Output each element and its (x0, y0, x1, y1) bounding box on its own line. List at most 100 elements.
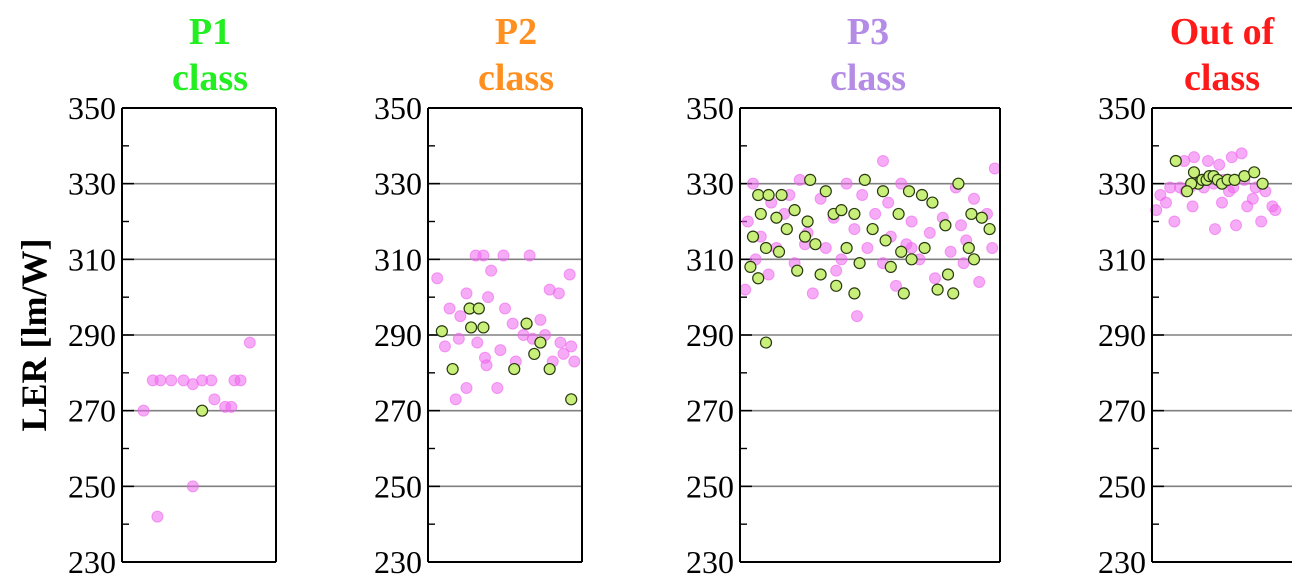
y-tick-label: 250 (68, 468, 116, 504)
data-point-green (895, 245, 908, 258)
data-point-green (775, 188, 788, 202)
data-point-pink (747, 177, 759, 190)
data-point-pink (452, 332, 465, 345)
data-point-green (744, 260, 757, 273)
data-point-green (962, 241, 975, 255)
data-point-green (983, 222, 996, 236)
data-point-pink (835, 253, 848, 266)
data-point-pink (568, 355, 581, 368)
data-point-green (830, 279, 843, 292)
panel-title-line-2: class (172, 57, 248, 99)
data-point-green (848, 207, 861, 221)
data-point-pink (895, 177, 908, 190)
data-point-green (1169, 154, 1182, 168)
data-point-pink (1255, 215, 1268, 228)
data-point-green (926, 196, 939, 209)
data-point-pink (830, 264, 843, 277)
data-point-green (975, 211, 988, 224)
data-point-green (1256, 177, 1269, 190)
data-point-pink (499, 302, 511, 315)
data-point-pink (208, 393, 221, 406)
y-tick-label: 270 (686, 393, 734, 429)
data-point-green (508, 362, 521, 376)
data-point-green (752, 272, 765, 285)
data-point-pink (186, 480, 199, 493)
data-point-pink (523, 249, 536, 262)
data-point-pink (480, 359, 493, 372)
data-point-pink (957, 257, 970, 270)
y-tick-label: 350 (1098, 90, 1146, 126)
data-point-green (752, 188, 765, 202)
y-tick-label: 350 (68, 90, 116, 126)
data-point-pink (534, 313, 547, 326)
data-point-pink (494, 344, 507, 357)
data-point-pink (955, 219, 967, 232)
data-point-pink (431, 272, 444, 285)
data-point-green (528, 347, 541, 361)
data-point-pink (485, 264, 498, 277)
data-point-pink (739, 283, 752, 296)
data-point-pink (460, 287, 473, 300)
y-tick-label: 350 (686, 90, 734, 126)
data-point-green (759, 241, 773, 255)
y-tick-label: 350 (374, 90, 422, 126)
panel-title-line-1: P2 (495, 11, 537, 53)
data-point-pink (438, 340, 451, 353)
data-point-pink (1213, 158, 1226, 171)
data-point-pink (243, 336, 256, 349)
data-point-pink (557, 347, 570, 360)
data-point-green (746, 230, 760, 243)
data-point-green (967, 253, 981, 266)
data-point-green (897, 287, 910, 300)
data-point-green (801, 215, 814, 228)
data-point-pink (154, 374, 167, 387)
y-tick-label: 310 (68, 241, 116, 277)
y-tick-label: 310 (686, 241, 734, 277)
data-point-green (754, 207, 767, 221)
y-tick-label: 310 (374, 241, 422, 277)
data-point-pink (944, 245, 957, 258)
y-tick-label: 230 (686, 544, 734, 576)
data-point-green (848, 287, 861, 300)
data-point-pink (986, 241, 999, 254)
data-point-pink (471, 336, 484, 349)
data-point-pink (552, 287, 565, 300)
data-point-green (840, 241, 853, 255)
data-point-green (819, 185, 832, 198)
y-tick-label: 270 (374, 393, 422, 429)
y-tick-label: 230 (1098, 544, 1146, 576)
y-tick-label: 290 (374, 317, 422, 353)
data-point-pink (443, 302, 456, 315)
panel-title-line-1: Out of (1170, 11, 1276, 53)
data-point-green (477, 321, 490, 334)
data-point-pink (890, 279, 902, 292)
data-point-green (892, 207, 905, 221)
panel-title-line-2: class (1184, 57, 1260, 99)
data-point-pink (482, 291, 495, 304)
data-point-pink (1202, 154, 1214, 167)
data-point-green (858, 173, 871, 186)
data-point-green (798, 230, 812, 243)
data-point-pink (554, 336, 567, 349)
data-point-green (788, 204, 801, 217)
data-point-green (915, 188, 929, 202)
data-point-green (534, 336, 547, 349)
y-tick-label: 250 (686, 468, 734, 504)
data-point-green (853, 257, 866, 270)
data-point-pink (454, 310, 467, 323)
panel-title-line-1: P1 (189, 11, 231, 53)
data-point-pink (1186, 200, 1199, 213)
data-point-pink (840, 177, 853, 190)
data-point-green (520, 317, 533, 330)
data-point-pink (741, 215, 754, 228)
data-point-pink (923, 226, 936, 239)
data-point-pink (1188, 151, 1200, 164)
data-point-pink (973, 276, 986, 289)
data-point-green (947, 287, 960, 300)
data-point-green (759, 336, 773, 349)
data-point-green (884, 260, 897, 273)
